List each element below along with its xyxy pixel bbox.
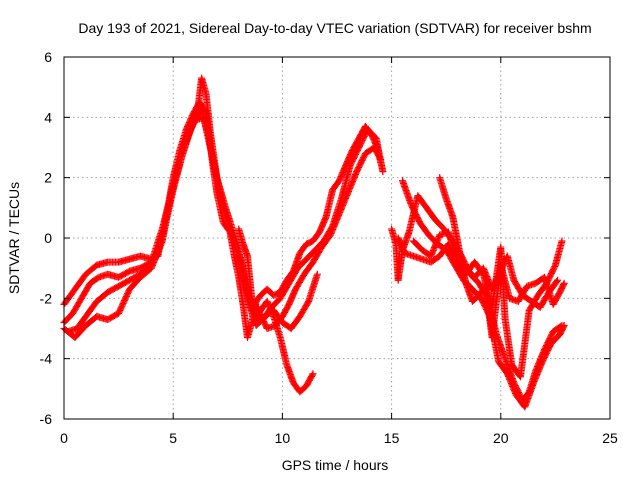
x-tick-label: 20 xyxy=(493,430,509,446)
y-tick-label: -2 xyxy=(40,290,53,306)
y-tick-label: 0 xyxy=(44,230,52,246)
data-point xyxy=(560,323,568,331)
x-tick-label: 10 xyxy=(275,430,291,446)
data-point xyxy=(554,276,562,284)
data-point xyxy=(308,371,316,379)
x-tick-label: 5 xyxy=(169,430,177,446)
y-tick-label: 6 xyxy=(44,49,52,65)
x-tick-label: 0 xyxy=(60,430,68,446)
data-point xyxy=(379,168,387,176)
x-axis: 0 5 10 15 20 25 xyxy=(60,57,618,446)
data-point xyxy=(560,279,568,287)
data-point xyxy=(309,370,317,378)
y-axis: -6 -4 -2 0 2 4 6 xyxy=(40,49,610,427)
grid xyxy=(64,57,610,419)
x-tick-label: 15 xyxy=(384,430,400,446)
data-point xyxy=(313,270,321,278)
data-point xyxy=(377,156,385,164)
y-tick-label: -6 xyxy=(40,411,53,427)
x-axis-label: GPS time / hours xyxy=(282,457,389,473)
data-point xyxy=(560,321,568,329)
data-point xyxy=(553,277,561,285)
series-arc-4 xyxy=(60,113,321,342)
y-axis-label: SDTVAR / TECUs xyxy=(6,182,22,294)
x-tick-label: 25 xyxy=(602,430,618,446)
data-point xyxy=(560,281,568,289)
series-arc-5 xyxy=(235,144,385,332)
data-point xyxy=(558,237,566,245)
y-tick-label: -4 xyxy=(40,351,53,367)
data-point xyxy=(376,154,384,162)
y-tick-label: 4 xyxy=(44,109,52,125)
chart-title: Day 193 of 2021, Sidereal Day-to-day VTE… xyxy=(78,20,591,36)
series-arc-10 xyxy=(394,234,562,311)
data-points xyxy=(60,74,568,411)
y-tick-label: 2 xyxy=(44,170,52,186)
